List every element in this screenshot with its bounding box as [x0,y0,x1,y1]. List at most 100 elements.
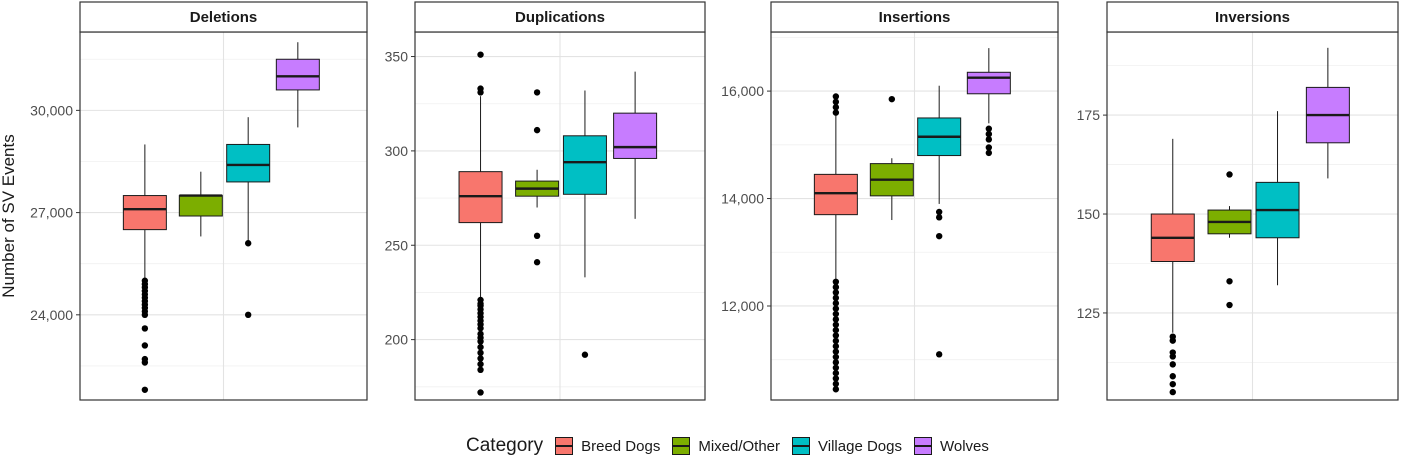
legend-title: Category [466,435,544,456]
insertions-village-dogs-outlier-point [935,208,943,216]
insertions-breed-dogs-outlier-point [832,294,840,302]
inversions-breed-dogs-outlier-point [1169,388,1176,396]
legend-item-wolves: Wolves [913,437,989,455]
insertions-breed-dogs-outlier-point [832,278,840,286]
legend-item-village-dogs: Village Dogs [792,437,902,455]
duplications-ytick-label: 200 [385,332,409,348]
insertions-breed-dogs-outlier-point [832,369,840,377]
inversions-breed-dogs-outlier-point [1169,361,1176,368]
inversions-breed-dogs-outlier-point [1169,353,1176,360]
inversions-strip [1106,1,1399,33]
insertions-breed-dogs-outlier-point [832,364,840,371]
insertions-breed-dogs-outlier-point [832,348,840,355]
insertions-breed-dogs-outlier-point [832,332,840,339]
deletions-village-dogs-outlier-point [244,240,252,247]
insertions-breed-dogs-outlier-point [832,375,840,382]
inversions-mixed-other-outlier-point [1226,278,1233,285]
insertions-breed-dogs-outlier-point [832,380,840,388]
insertions-breed-dogs-outlier-point [832,386,840,393]
insertions-village-dogs-outlier-point [935,232,943,240]
deletions-title: Deletions [190,9,258,26]
insertions-breed-dogs-outlier-point [832,93,840,100]
insertions-breed-dogs-outlier-point [832,104,840,111]
inversions-title: Inversions [1215,9,1290,26]
duplications-village-dogs-box [562,135,607,195]
duplications-breed-dogs-outlier-point [477,349,484,357]
duplications-breed-dogs-outlier-point [477,389,484,396]
deletions-ytick-label: 27,000 [30,205,73,221]
insertions-ytick-label: 14,000 [721,191,764,207]
duplications-breed-dogs-outlier-point [477,325,484,332]
inversions-mixed-other-outlier-point [1226,301,1233,309]
deletions-breed-dogs-box [122,195,167,231]
duplications-mixed-other-outlier-point [533,126,541,134]
insertions-mixed-other-outlier-point [888,95,896,103]
deletions-breed-dogs-outlier-point [141,359,149,366]
deletions-breed-dogs-outlier-point [141,386,149,393]
legend-key-breed-dogs [555,437,574,455]
insertions-wolves-box [966,71,1011,95]
insertions-breed-dogs-outlier-point [832,289,840,296]
legend: Category Breed Dogs Mixed/Other Village … [466,433,1001,459]
insertions-breed-dogs-outlier-point [832,300,840,307]
inversions-breed-dogs-outlier-point [1169,373,1176,380]
insertions-wolves-outlier-point [985,136,993,143]
insertions-breed-dogs-outlier-point [832,98,840,106]
insertions-breed-dogs-outlier-point [832,310,840,318]
insertions-ytick-label: 16,000 [721,83,764,99]
deletions-village-dogs-outlier-point [244,311,252,319]
insertions-wolves-outlier-point [985,125,993,132]
insertions-breed-dogs-box [813,173,858,216]
duplications-breed-dogs-outlier-point [477,338,484,345]
deletions-ytick-label: 30,000 [30,102,73,118]
duplications-village-dogs-outlier-point [581,351,589,358]
insertions-breed-dogs-outlier-point [832,283,840,291]
insertions-title: Insertions [879,9,951,26]
legend-key-village-dogs [792,437,811,455]
insertions-breed-dogs-outlier-point [832,321,840,328]
duplications-breed-dogs-outlier-point [477,355,484,362]
duplications-mixed-other-outlier-point [533,232,541,240]
deletions-village-dogs-box [226,143,271,183]
duplications-ytick-label: 350 [385,49,409,65]
insertions-wolves-outlier-point [985,130,993,138]
duplications-breed-dogs-outlier-point [477,366,484,374]
duplications-strip [414,1,706,33]
legend-label-mixed-other: Mixed/Other [698,437,781,455]
legend-item-breed-dogs: Breed Dogs [555,437,660,455]
insertions-wolves-outlier-point [985,149,993,157]
insertions-strip [770,1,1059,33]
inversions-ytick-label: 175 [1077,107,1101,123]
deletions-wolves-box [275,58,320,91]
insertions-breed-dogs-outlier-point [832,316,840,323]
duplications-mixed-other-outlier-point [533,89,541,96]
duplications-mixed-other-outlier-point [533,259,541,266]
insertions-breed-dogs-outlier-point [832,359,840,366]
duplications-ytick-label: 250 [385,237,409,253]
insertions-village-dogs-outlier-point [935,214,943,221]
insertions-breed-dogs-outlier-point [832,326,840,334]
duplications-wolves-box [613,112,658,159]
legend-item-mixed-other: Mixed/Other [672,437,780,455]
duplications-title: Duplications [515,9,605,26]
insertions-breed-dogs-outlier-point [832,343,840,350]
insertions-breed-dogs-outlier-point [832,109,840,116]
legend-label-village-dogs: Village Dogs [818,437,902,455]
inversions-breed-dogs-outlier-point [1169,337,1176,344]
legend-label-wolves: Wolves [939,437,989,455]
insertions-village-dogs-outlier-point [935,351,943,358]
duplications-breed-dogs-outlier-point [477,51,484,58]
insertions-breed-dogs-outlier-point [832,353,840,361]
insertions-breed-dogs-outlier-point [832,305,840,312]
insertions-breed-dogs-outlier-point [832,337,840,345]
legend-label-breed-dogs: Breed Dogs [581,437,661,455]
deletions-strip [79,1,368,33]
deletions-ytick-label: 24,000 [30,307,73,323]
legend-key-wolves [913,437,932,455]
deletions-breed-dogs-outlier-point [141,325,149,332]
insertions-ytick-label: 12,000 [721,298,764,314]
duplications-breed-dogs-outlier-point [477,89,484,96]
duplications-breed-dogs-outlier-point [477,360,484,368]
deletions-breed-dogs-outlier-point [141,342,149,349]
